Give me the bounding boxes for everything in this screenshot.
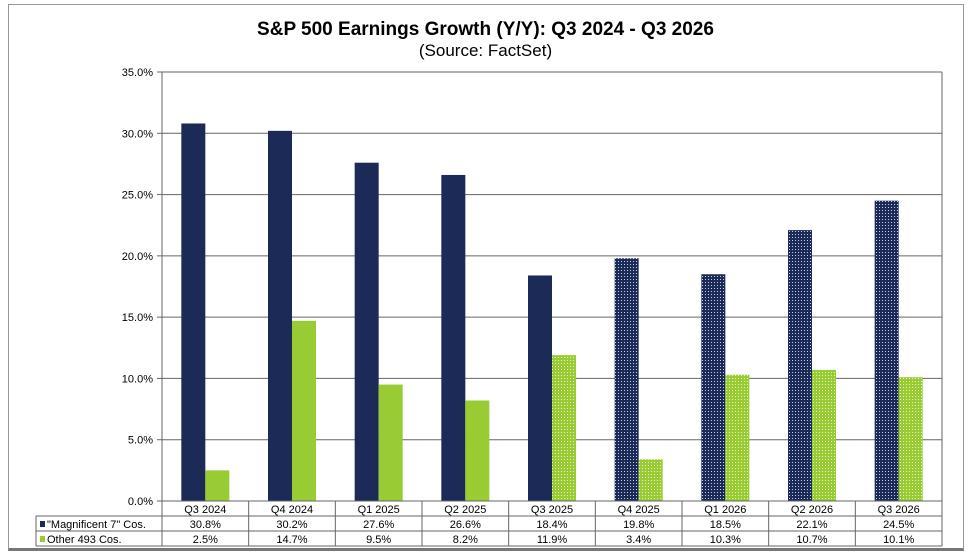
bar-magnificent-7-estimate [614,258,639,501]
chart-frame [8,4,964,551]
data-label: 18.5% [710,519,741,531]
data-label: 3.4% [626,534,651,546]
y-tick-label: 10.0% [122,373,153,385]
bar-other-493-estimate [725,374,750,501]
bar-magnificent-7 [268,130,292,501]
x-tick-label: Q4 2024 [271,504,313,516]
bar-magnificent-7 [181,123,206,501]
bar-other-493 [378,384,403,501]
y-tick-label: 5.0% [128,435,153,447]
x-tick-label: Q2 2026 [791,504,833,516]
bar-other-493-estimate [552,355,576,501]
bar-magnificent-7 [528,275,552,501]
data-label: 26.6% [450,519,481,531]
data-label: 10.1% [883,534,914,546]
legend-label: "Magnificent 7" Cos. [47,519,146,531]
y-tick-label: 25.0% [122,190,153,202]
data-label: 10.7% [796,534,827,546]
data-label: 24.5% [883,519,914,531]
bar-magnificent-7-estimate [788,230,812,502]
data-label: 30.2% [276,519,307,531]
x-tick-label: Q4 2025 [618,504,660,516]
bar-other-493-estimate [898,377,923,501]
data-label: 10.3% [710,534,741,546]
legend-swatch [40,521,45,527]
bar-other-493-estimate [812,369,836,501]
data-label: 11.9% [537,534,568,546]
data-label: 27.6% [363,519,394,531]
bar-other-493 [465,400,490,501]
x-tick-label: Q3 2024 [184,504,226,516]
legend-label: Other 493 Cos. [47,534,122,546]
data-label: 8.2% [453,534,478,546]
y-tick-label: 15.0% [122,312,153,324]
bar-other-493 [292,320,316,501]
data-label: 19.8% [623,519,654,531]
y-tick-label: 30.0% [122,128,153,140]
legend-swatch [40,536,45,542]
chart-title: S&P 500 Earnings Growth (Y/Y): Q3 2024 -… [257,19,714,40]
chart-subtitle: (Source: FactSet) [418,41,553,60]
data-label: 22.1% [796,519,827,531]
data-label: 14.7% [276,534,307,546]
data-label: 30.8% [190,519,221,531]
bar-magnificent-7 [354,162,379,501]
y-tick-label: 0.0% [128,496,153,508]
bar-other-493-estimate [638,459,663,501]
y-tick-label: 35.0% [122,67,153,79]
bar-magnificent-7-estimate [701,274,726,501]
data-label: 9.5% [366,534,391,546]
x-tick-label: Q3 2026 [878,504,920,516]
x-tick-label: Q3 2025 [531,504,573,516]
bar-magnificent-7-estimate [874,200,899,501]
data-label: 18.4% [536,519,567,531]
x-tick-label: Q2 2025 [444,504,486,516]
bar-magnificent-7 [441,174,466,501]
data-label: 2.5% [193,534,218,546]
x-tick-label: Q1 2025 [358,504,400,516]
bar-other-493 [205,470,230,501]
y-tick-label: 20.0% [122,251,153,263]
x-tick-label: Q1 2026 [704,504,746,516]
